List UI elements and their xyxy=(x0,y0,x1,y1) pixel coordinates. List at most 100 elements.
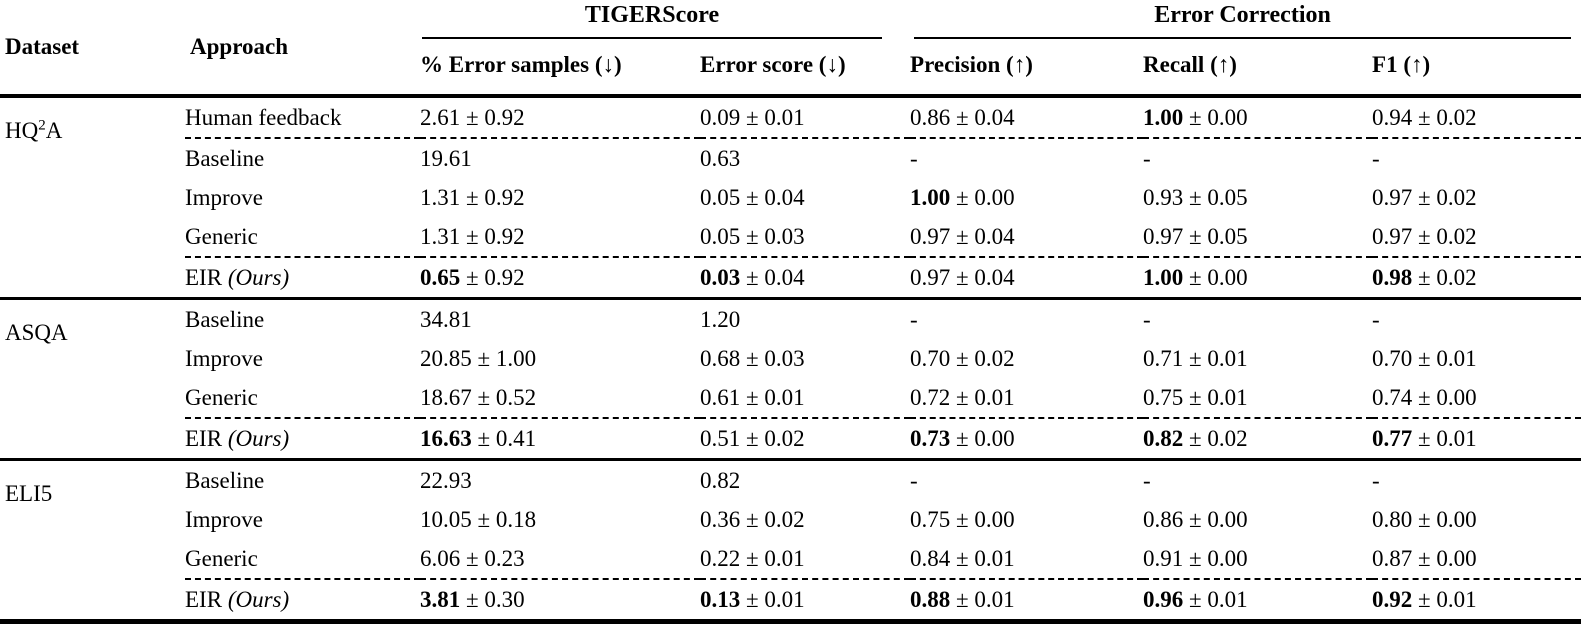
metric-value: 0.75 ± 0.01 xyxy=(1143,378,1373,419)
metric-mean: 0.87 xyxy=(1372,545,1413,571)
metric-value: - xyxy=(910,299,1143,340)
metric-std: ± 0.01 xyxy=(1412,586,1477,612)
approach-label: Baseline xyxy=(185,467,265,493)
group-header-row: Dataset Approach TIGERScore Error Correc… xyxy=(0,0,1581,59)
metric-std: ± 0.92 xyxy=(460,264,525,290)
metric-value: 0.70 ± 0.01 xyxy=(1372,339,1581,378)
metric-mean: - xyxy=(910,306,918,332)
metric-mean: 0.97 xyxy=(910,223,951,249)
metric-std: ± 0.04 xyxy=(950,104,1015,130)
metric-value: 0.05 ± 0.04 xyxy=(700,178,910,217)
dataset-superscript: 2 xyxy=(38,117,46,134)
metric-value: 2.61 ± 0.92 xyxy=(420,96,700,139)
col-header-dataset: Dataset xyxy=(5,34,80,59)
metric-std: ± 0.02 xyxy=(1183,425,1248,451)
metric-mean: 1.00 xyxy=(1143,264,1184,290)
metric-value: 0.97 ± 0.02 xyxy=(1372,178,1581,217)
metric-value: 1.31 ± 0.92 xyxy=(420,178,700,217)
metric-mean: 0.09 xyxy=(700,104,741,130)
metric-value: 0.65 ± 0.92 xyxy=(420,257,700,299)
metric-std: ± 0.00 xyxy=(1183,104,1248,130)
metric-mean: 0.97 xyxy=(1143,223,1184,249)
results-table: Dataset Approach TIGERScore Error Correc… xyxy=(0,0,1581,624)
metric-value: 0.05 ± 0.03 xyxy=(700,217,911,258)
metric-mean: - xyxy=(1372,306,1380,332)
metric-mean: 0.86 xyxy=(910,104,951,130)
metric-mean: 1.00 xyxy=(910,184,951,210)
metric-mean: 0.80 xyxy=(1372,506,1413,532)
metric-value: 0.82 ± 0.02 xyxy=(1143,418,1372,460)
metric-mean: - xyxy=(1143,467,1151,493)
approach-label: Generic xyxy=(185,378,420,419)
group-header-error-correction: Error Correction xyxy=(910,0,1581,39)
metric-std: ± 0.02 xyxy=(1412,223,1477,249)
metric-mean: 0.61 xyxy=(700,384,741,410)
metric-std: ± 0.00 xyxy=(1183,545,1248,571)
metric-value: 0.77 ± 0.01 xyxy=(1372,418,1581,460)
metric-mean: 0.86 xyxy=(1143,506,1184,532)
table-row: Baseline 19.61 0.63 - - - xyxy=(0,138,1581,178)
metric-value: 0.74 ± 0.00 xyxy=(1372,378,1581,419)
metric-std: ± 0.01 xyxy=(950,384,1015,410)
col-header-f1: F1 (↑) xyxy=(1372,52,1431,77)
metric-mean: 0.36 xyxy=(700,506,741,532)
metric-value: 19.61 xyxy=(420,138,700,178)
metric-value: 0.70 ± 0.02 xyxy=(910,339,1143,378)
metric-mean: - xyxy=(1143,306,1151,332)
table-row: ELI5 Baseline 22.93 0.82 - - - xyxy=(0,460,1581,507)
metric-mean: 0.72 xyxy=(910,384,951,410)
approach-label: Improve xyxy=(185,184,263,210)
metric-value: 0.71 ± 0.01 xyxy=(1143,339,1372,378)
ours-note: (Ours) xyxy=(222,264,290,290)
approach-label: Improve xyxy=(185,506,263,532)
metric-mean: 0.74 xyxy=(1372,384,1413,410)
metric-value: 0.98 ± 0.02 xyxy=(1372,257,1581,299)
metric-std: ± 0.01 xyxy=(740,586,805,612)
metric-value: 0.88 ± 0.01 xyxy=(910,579,1143,622)
metric-std: ± 0.04 xyxy=(950,223,1015,249)
approach-label: Generic xyxy=(185,539,420,580)
metric-std: ± 0.41 xyxy=(471,425,537,451)
metric-mean: 0.05 xyxy=(700,223,741,249)
metric-std: ± 0.01 xyxy=(1412,345,1477,371)
metric-mean: 34.81 xyxy=(420,306,472,332)
metric-value: 1.20 xyxy=(700,299,910,340)
metric-value: 0.84 ± 0.01 xyxy=(910,539,1144,580)
metric-value: 0.86 ± 0.04 xyxy=(910,96,1144,139)
metric-std: ± 0.00 xyxy=(1412,545,1477,571)
metric-mean: 0.68 xyxy=(700,345,741,371)
metric-value: - xyxy=(1372,138,1581,178)
metric-std: ± 0.52 xyxy=(471,384,537,410)
metric-mean: 0.93 xyxy=(1143,184,1184,210)
group-title-tigerscore: TIGERScore xyxy=(422,2,883,39)
metric-value: 0.94 ± 0.02 xyxy=(1372,96,1581,139)
metric-mean: 0.65 xyxy=(420,264,461,290)
metric-value: 0.13 ± 0.01 xyxy=(700,579,910,622)
metric-mean: 0.70 xyxy=(1372,345,1413,371)
metric-value: 0.97 ± 0.04 xyxy=(910,257,1143,299)
metric-mean: 16.63 xyxy=(420,425,472,451)
dataset-label: HQ2A xyxy=(5,117,63,143)
metric-value: 0.22 ± 0.01 xyxy=(700,539,911,580)
metric-value: - xyxy=(1143,460,1372,501)
metric-std: ± 0.02 xyxy=(950,345,1015,371)
metric-value: 0.75 ± 0.00 xyxy=(910,500,1143,539)
metric-std: ± 0.02 xyxy=(1412,184,1477,210)
metric-mean: 3.81 xyxy=(420,586,461,612)
metric-value: 0.82 xyxy=(700,460,910,501)
metric-mean: 0.96 xyxy=(1143,586,1184,612)
metric-value: 0.96 ± 0.01 xyxy=(1143,579,1372,622)
metric-std: ± 0.01 xyxy=(740,104,805,130)
col-header-approach: Approach xyxy=(190,34,288,59)
dataset-label: ASQA xyxy=(5,320,68,345)
metric-value: 0.61 ± 0.01 xyxy=(700,378,911,419)
metric-value: - xyxy=(910,460,1143,501)
metric-value: 0.68 ± 0.03 xyxy=(700,339,910,378)
metric-std: ± 0.01 xyxy=(1412,425,1477,451)
group-header-tigerscore: TIGERScore xyxy=(420,0,910,39)
metric-std: ± 0.00 xyxy=(950,425,1015,451)
metric-mean: 20.85 xyxy=(420,345,472,371)
metric-value: 0.86 ± 0.00 xyxy=(1143,500,1372,539)
metric-value: 0.92 ± 0.01 xyxy=(1372,579,1581,622)
metric-value: - xyxy=(1143,138,1372,178)
